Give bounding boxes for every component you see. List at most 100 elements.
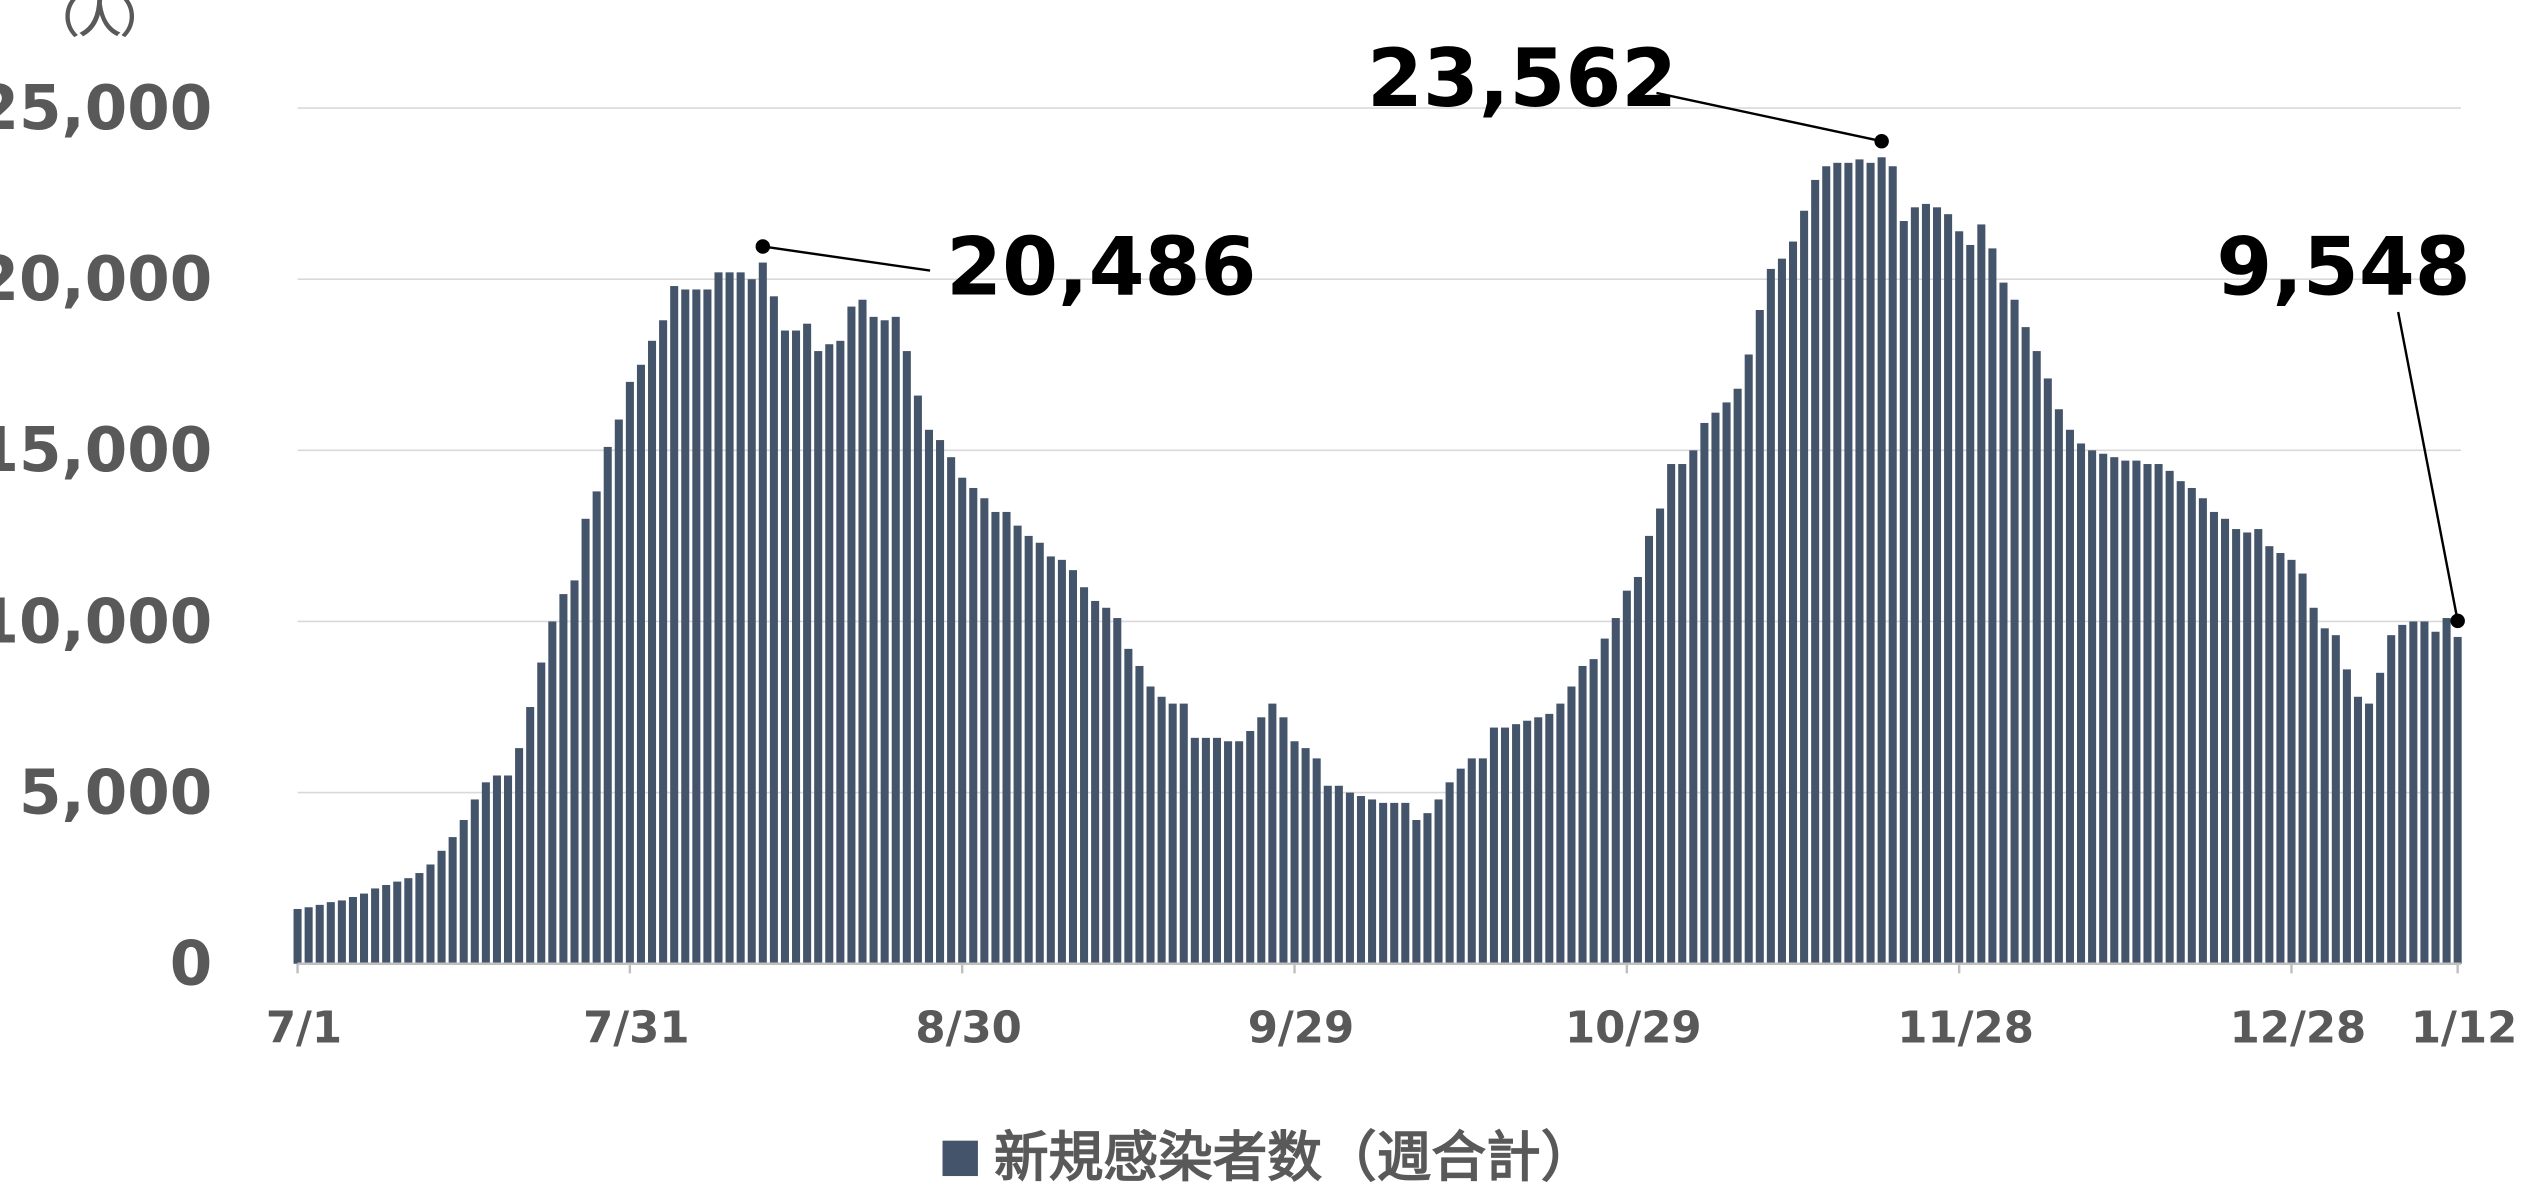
bar — [1877, 157, 1886, 964]
bar — [1944, 214, 1953, 964]
bar — [847, 306, 856, 964]
bar — [913, 395, 922, 964]
bar — [1368, 799, 1377, 964]
bar — [2287, 559, 2296, 964]
bar — [858, 299, 867, 964]
leader-line — [762, 245, 931, 272]
bar — [592, 491, 601, 964]
bar — [1334, 785, 1343, 964]
bar — [869, 316, 878, 964]
x-tick-label: 7/1 — [266, 1004, 342, 1054]
bar — [1102, 607, 1111, 964]
x-tick-label: 7/31 — [583, 1004, 689, 1054]
bar — [814, 351, 823, 964]
bar — [1301, 748, 1310, 964]
bar — [326, 902, 335, 964]
bar — [1678, 464, 1687, 964]
bar — [1800, 210, 1809, 964]
bar — [1822, 166, 1831, 964]
bar — [1478, 758, 1487, 964]
bar — [2021, 327, 2030, 964]
bar — [348, 896, 357, 964]
bar — [337, 900, 346, 964]
bar — [2365, 703, 2374, 964]
bar — [293, 908, 302, 964]
bar — [2032, 351, 2041, 964]
bar — [603, 446, 612, 964]
bar — [1179, 703, 1188, 964]
bar — [526, 707, 535, 964]
x-tick-label: 12/28 — [2230, 1004, 2367, 1054]
bar — [426, 864, 435, 964]
bar — [1467, 758, 1476, 964]
bar — [2121, 460, 2130, 964]
data-label: 20,486 — [946, 220, 1256, 314]
bar — [2243, 532, 2252, 964]
x-tick-label: 11/28 — [1897, 1004, 2034, 1054]
bar — [1611, 618, 1620, 964]
bar — [559, 594, 568, 964]
bar — [537, 662, 546, 964]
bar — [747, 279, 756, 964]
bar — [1190, 737, 1199, 964]
bar — [2043, 378, 2052, 964]
bar — [470, 799, 479, 964]
bar — [1777, 258, 1786, 964]
bar — [1356, 796, 1366, 964]
bar — [1556, 703, 1565, 964]
bar — [2187, 487, 2196, 964]
bar — [902, 351, 911, 964]
bar — [1489, 727, 1498, 964]
bar — [1589, 659, 1598, 964]
bar — [625, 381, 634, 964]
bar — [1633, 576, 1642, 964]
bar — [1013, 525, 1022, 964]
bar — [1644, 535, 1654, 964]
bar — [1068, 570, 1078, 964]
bar — [382, 885, 391, 964]
x-tick-label: 10/29 — [1565, 1004, 1702, 1054]
bar — [515, 748, 524, 964]
bar — [1035, 542, 1044, 964]
bar — [2409, 621, 2418, 964]
bar — [1545, 713, 1554, 964]
bar — [1999, 282, 2008, 964]
bar — [1157, 696, 1166, 964]
bar — [2065, 429, 2074, 964]
bar — [415, 873, 424, 964]
bar — [947, 457, 956, 964]
bar — [1600, 638, 1609, 964]
y-tick-label: 20,000 — [0, 244, 212, 315]
bar — [2298, 573, 2307, 964]
bar — [958, 477, 967, 964]
bar — [1434, 799, 1443, 964]
bar — [2232, 529, 2241, 964]
leader-line — [1656, 91, 1882, 143]
y-unit: （人） — [37, 0, 162, 42]
bar — [1379, 802, 1388, 964]
legend-label: 新規感染者数（週合計） — [994, 1125, 1595, 1186]
bar — [2154, 464, 2163, 964]
bar — [1279, 717, 1288, 964]
bar — [736, 272, 745, 964]
bar — [2320, 628, 2329, 964]
bar — [1268, 703, 1277, 964]
bar — [2165, 470, 2174, 964]
y-tick-label: 5,000 — [19, 758, 212, 829]
bar — [1456, 768, 1465, 964]
bar — [1246, 730, 1255, 964]
bar — [1124, 648, 1133, 964]
x-tick-label: 8/30 — [915, 1004, 1021, 1054]
bar — [1002, 511, 1011, 964]
bar — [2420, 621, 2429, 964]
bar — [371, 888, 380, 964]
bar — [1445, 782, 1454, 964]
bar — [692, 289, 701, 964]
bar — [2221, 518, 2230, 964]
bar — [1235, 741, 1244, 964]
label-dot — [755, 239, 771, 254]
bar — [1689, 450, 1698, 964]
bar — [1921, 203, 1930, 964]
bar — [2143, 464, 2152, 964]
bar — [2376, 672, 2385, 964]
